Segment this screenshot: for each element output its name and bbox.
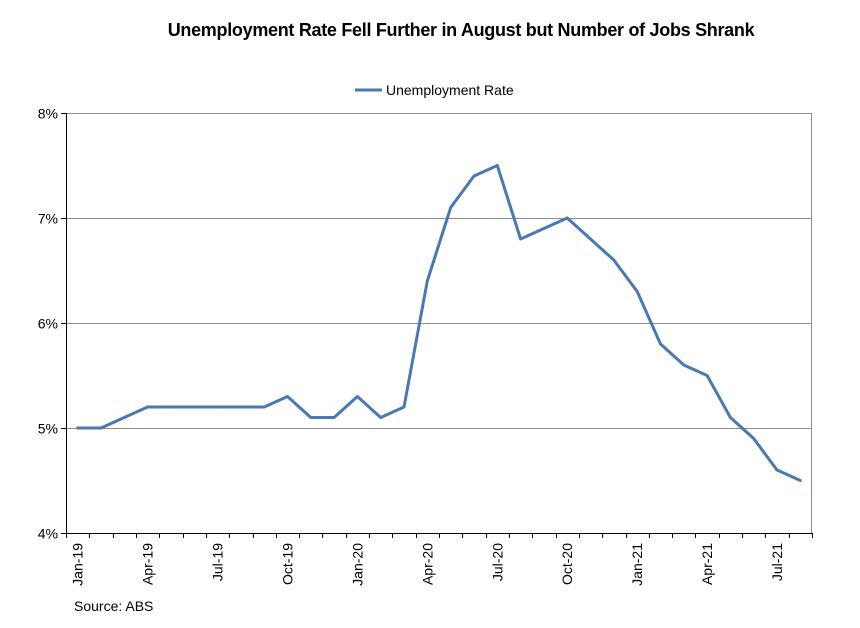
data-point xyxy=(566,216,569,220)
data-point xyxy=(193,405,196,409)
x-tick-label: Apr-21 xyxy=(699,543,715,585)
data-point xyxy=(496,164,499,167)
x-tick-label: Jul-21 xyxy=(769,543,785,581)
y-tick-label: 8% xyxy=(38,106,58,122)
data-point xyxy=(729,416,732,419)
data-point xyxy=(752,437,755,440)
x-tick-label: Jul-20 xyxy=(489,543,505,581)
source-note: Source: ABS xyxy=(74,598,154,614)
y-tick-label: 6% xyxy=(38,316,58,332)
data-point xyxy=(636,290,639,293)
data-point xyxy=(169,405,173,409)
data-point xyxy=(449,206,452,209)
data-point xyxy=(76,426,79,430)
data-point xyxy=(402,405,406,409)
data-point xyxy=(216,405,219,409)
gridlines xyxy=(66,113,812,429)
y-tick-label: 7% xyxy=(38,211,58,227)
x-tick-label: Jan-19 xyxy=(70,543,86,586)
x-tick-label: Apr-19 xyxy=(140,543,156,585)
data-point xyxy=(309,416,312,419)
x-tick-label: Oct-19 xyxy=(279,543,295,585)
data-point xyxy=(123,416,126,419)
legend-label: Unemployment Rate xyxy=(386,82,514,98)
x-axis-ticks: Jan-19 Apr-19 Jul-19 Oct-19 Jan-20 Apr-20 Jul-… xyxy=(66,533,813,586)
y-tick-label: 4% xyxy=(38,526,58,542)
data-point xyxy=(589,237,592,241)
data-point xyxy=(286,395,289,398)
x-tick-label: Apr-20 xyxy=(419,543,435,585)
data-point xyxy=(99,426,103,430)
data-point xyxy=(519,237,522,241)
data-point xyxy=(612,258,615,262)
data-point xyxy=(799,479,802,482)
series-layer xyxy=(76,164,802,482)
data-point xyxy=(426,279,429,283)
series-line-unemployment-rate xyxy=(76,164,802,482)
data-point xyxy=(332,416,336,419)
chart-title: Unemployment Rate Fell Further in August… xyxy=(167,20,755,40)
x-tick-label: Jan-21 xyxy=(629,543,645,586)
data-point xyxy=(379,416,382,419)
x-tick-label: Jul-19 xyxy=(210,543,226,581)
data-point xyxy=(682,363,685,367)
data-point xyxy=(263,405,266,409)
data-point xyxy=(146,405,149,409)
x-tick-label: Oct-20 xyxy=(559,543,575,585)
legend: Unemployment Rate xyxy=(355,82,514,98)
data-point xyxy=(356,395,359,398)
data-point xyxy=(239,405,242,409)
data-point xyxy=(659,342,662,346)
y-axis-ticks: 4% 5% 6% 7% 8% xyxy=(38,106,66,542)
y-tick-label: 5% xyxy=(38,421,58,437)
data-point xyxy=(775,468,779,472)
x-tick-label: Jan-20 xyxy=(349,543,365,586)
data-point xyxy=(705,374,709,377)
data-point xyxy=(542,227,546,230)
data-point xyxy=(472,174,476,178)
